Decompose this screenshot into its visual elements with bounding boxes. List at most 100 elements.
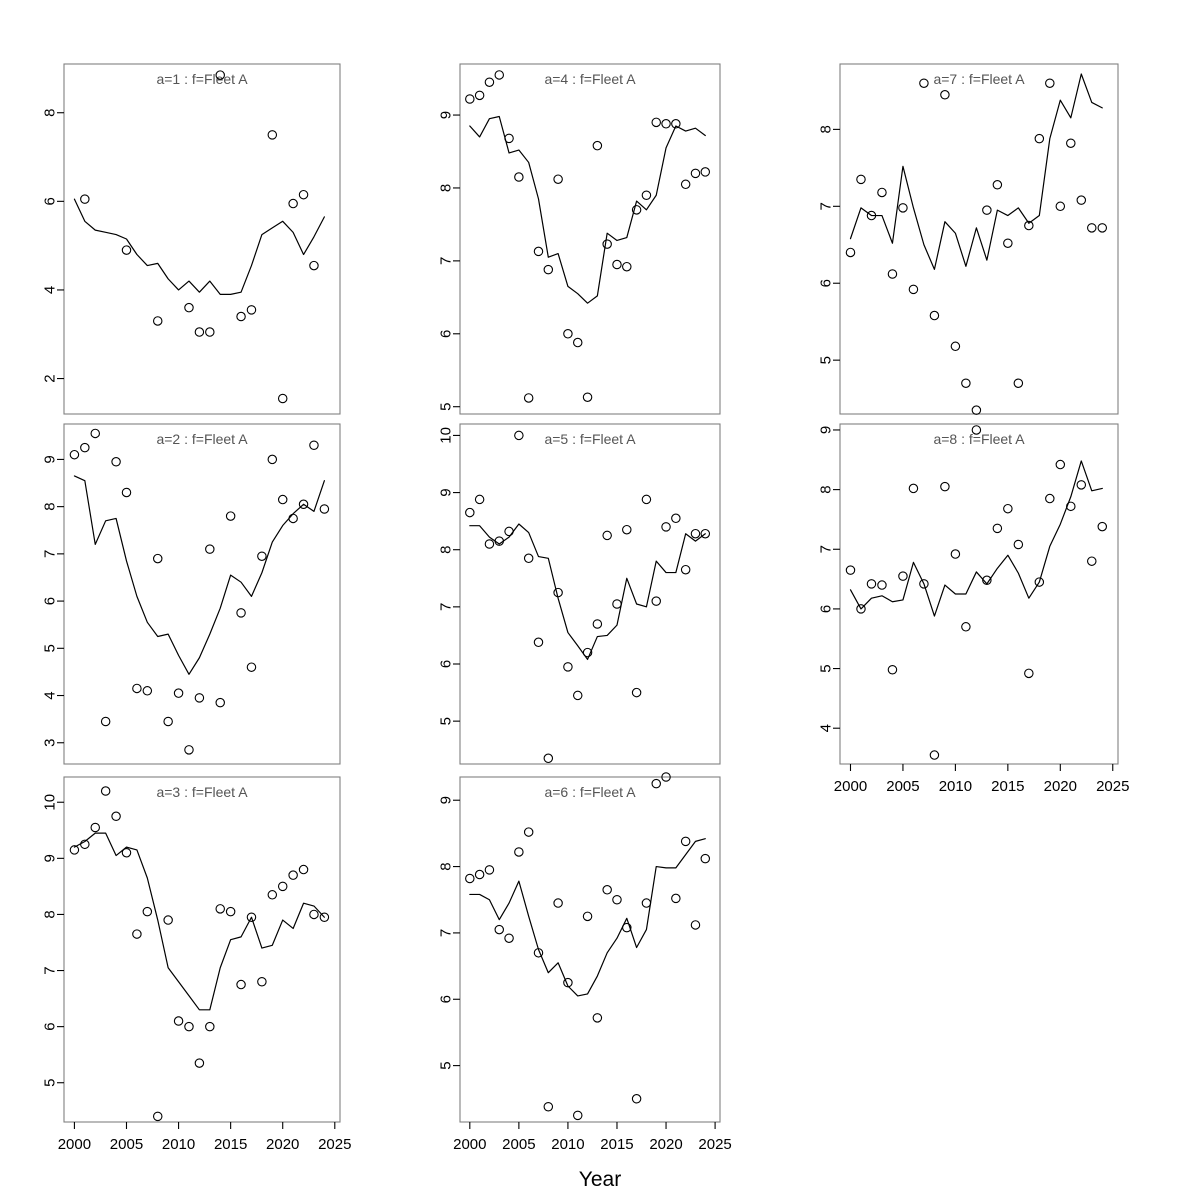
- y-tick-label: 9: [438, 488, 455, 496]
- observation-point: [152, 316, 163, 326]
- observation-point: [543, 264, 554, 275]
- observation-point: [631, 205, 642, 215]
- y-tick-label: 4: [42, 691, 59, 699]
- observation-point: [553, 587, 563, 598]
- observation-point: [992, 180, 1003, 190]
- observation-point: [142, 686, 153, 696]
- observation-point: [877, 580, 887, 590]
- x-tick-label: 2005: [886, 778, 919, 795]
- y-tick-label: 9: [42, 455, 59, 463]
- observation-point: [929, 750, 940, 760]
- y-tick-label: 10: [438, 427, 455, 444]
- observation-point: [514, 430, 524, 441]
- observation-point: [163, 915, 173, 925]
- y-tick-label: 7: [818, 545, 835, 553]
- observation-point: [700, 167, 711, 177]
- observation-point: [1076, 195, 1087, 205]
- observation-point: [533, 637, 544, 648]
- y-tick-label: 4: [42, 286, 59, 294]
- observation-point: [553, 898, 563, 908]
- observation-point: [661, 772, 671, 782]
- observation-point: [622, 922, 632, 933]
- observation-point: [484, 865, 495, 875]
- observation-point: [80, 839, 90, 850]
- observation-point: [277, 494, 288, 505]
- y-tick-label: 7: [818, 202, 835, 210]
- observation-point: [582, 911, 593, 922]
- observation-point: [641, 494, 652, 505]
- observation-point: [929, 310, 940, 321]
- observation-point: [908, 483, 919, 494]
- observation-point: [494, 536, 504, 546]
- observation-point: [267, 454, 278, 465]
- observation-point: [484, 539, 495, 549]
- fitted-line: [73, 475, 325, 675]
- observation-point: [533, 948, 544, 958]
- observation-point: [690, 528, 701, 539]
- fitted-line: [849, 460, 1103, 617]
- observation-point: [173, 1016, 184, 1026]
- x-tick-label: 2000: [834, 778, 867, 795]
- observation-point: [950, 549, 961, 559]
- observation-point: [856, 604, 866, 614]
- observation-point: [111, 811, 121, 822]
- panel-frame: [63, 63, 341, 415]
- y-tick-label: 6: [438, 330, 455, 338]
- y-tick-label: 7: [438, 603, 455, 611]
- observation-point: [543, 753, 554, 764]
- observation-point: [845, 247, 856, 258]
- y-tick-label: 2: [42, 374, 59, 382]
- panel-title: a=1 : f=Fleet A: [156, 71, 248, 87]
- observation-point: [1055, 459, 1066, 470]
- observation-point: [572, 1110, 583, 1121]
- observation-point: [152, 553, 163, 564]
- observation-point: [700, 853, 711, 864]
- y-tick-label: 8: [42, 910, 59, 918]
- observation-point: [504, 933, 514, 943]
- x-tick-label: 2010: [939, 778, 972, 795]
- observation-point: [1066, 138, 1076, 148]
- y-tick-label: 7: [438, 257, 455, 265]
- observation-point: [877, 187, 887, 198]
- y-tick-label: 4: [818, 724, 835, 732]
- panel-frame: [63, 423, 341, 765]
- y-tick-label: 5: [818, 664, 835, 672]
- observation-point: [80, 442, 90, 453]
- observation-point: [309, 440, 319, 450]
- observation-point: [173, 688, 184, 698]
- panel-title: a=5 : f=Fleet A: [544, 431, 636, 447]
- observation-point: [80, 194, 90, 204]
- y-tick-label: 6: [818, 605, 835, 613]
- panel-a4: 5 6 7 8 9 a=4 : f=Fleet A: [438, 63, 721, 415]
- observation-point: [690, 920, 701, 930]
- observation-point: [523, 553, 534, 564]
- observation-point: [641, 190, 652, 201]
- observation-point: [1087, 556, 1097, 566]
- observation-point: [484, 77, 495, 87]
- observation-point: [1087, 223, 1097, 233]
- observation-point: [898, 203, 908, 213]
- y-tick-label: 8: [818, 125, 835, 133]
- y-tick-label: 6: [42, 597, 59, 605]
- observation-point: [132, 683, 142, 694]
- observation-point: [163, 716, 173, 727]
- observation-point: [563, 662, 573, 672]
- observation-point: [257, 977, 267, 987]
- observation-point: [121, 245, 132, 255]
- observation-point: [856, 174, 866, 185]
- observation-point: [215, 904, 225, 914]
- observation-point: [90, 822, 101, 833]
- observation-point: [236, 979, 246, 990]
- observation-point: [288, 870, 298, 880]
- observation-point: [132, 929, 142, 939]
- observation-point: [142, 906, 153, 917]
- observation-point: [680, 564, 691, 575]
- y-tick-label: 6: [438, 995, 455, 1003]
- observation-point: [680, 179, 691, 190]
- y-tick-label: 8: [42, 109, 59, 117]
- observation-point: [100, 716, 111, 727]
- observation-point: [908, 284, 919, 295]
- observation-point: [845, 565, 856, 575]
- observation-point: [69, 845, 80, 855]
- panel-a1: 2 4 6 8 a=1 : f=Fleet A: [42, 63, 341, 415]
